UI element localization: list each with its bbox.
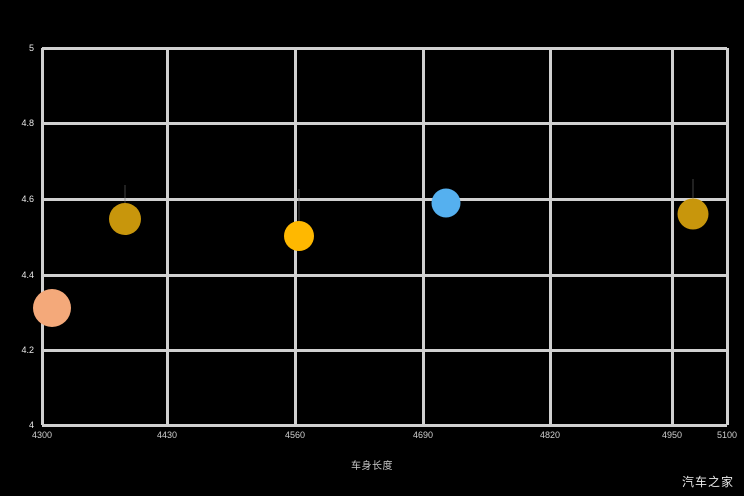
x-axis-tick-label: 4950 <box>661 430 683 440</box>
point-leader-line <box>298 189 300 221</box>
x-axis-tick-label: 5100 <box>716 430 738 440</box>
x-axis-tick-label: 4430 <box>156 430 178 440</box>
point-leader-line <box>124 185 126 203</box>
y-axis-tick-label: 4.6 <box>21 194 34 204</box>
grid-line-horizontal <box>42 274 727 277</box>
grid-line-horizontal <box>42 198 727 201</box>
point-amber-1[interactable] <box>284 221 314 251</box>
x-axis-title: 车身长度 <box>351 461 393 472</box>
x-axis-tick-label: 4690 <box>412 430 434 440</box>
watermark-autohome: 汽车之家 <box>681 475 734 489</box>
x-axis-tick-label: 4300 <box>31 430 53 440</box>
point-orange-1[interactable] <box>109 203 141 235</box>
y-axis-tick-labels: 5 4.8 4.6 4.4 4.2 4 <box>0 0 38 496</box>
point-orange-2[interactable] <box>677 198 709 230</box>
grid-line-horizontal <box>42 349 727 352</box>
y-axis-tick-label: 4.2 <box>21 345 34 355</box>
grid-line-horizontal <box>42 424 727 427</box>
grid-line-vertical <box>671 48 674 425</box>
grid-line-horizontal <box>42 122 727 125</box>
point-blue[interactable] <box>431 188 461 218</box>
x-axis-tick-label: 4820 <box>539 430 561 440</box>
grid-line-vertical <box>726 48 729 425</box>
point-salmon[interactable] <box>33 289 71 327</box>
y-axis-tick-label: 4.8 <box>21 118 34 128</box>
grid-line-vertical <box>422 48 425 425</box>
y-axis-tick-label: 5 <box>28 43 34 53</box>
grid-line-vertical <box>41 48 44 425</box>
grid-line-vertical <box>166 48 169 425</box>
point-leader-line <box>692 178 694 199</box>
y-axis-tick-label: 4.4 <box>21 270 34 280</box>
x-axis-tick-label: 4560 <box>284 430 306 440</box>
grid-line-horizontal <box>42 47 727 50</box>
plot-area <box>33 47 729 427</box>
y-axis-tick-label: 4 <box>28 420 34 430</box>
grid-line-vertical <box>549 48 552 425</box>
